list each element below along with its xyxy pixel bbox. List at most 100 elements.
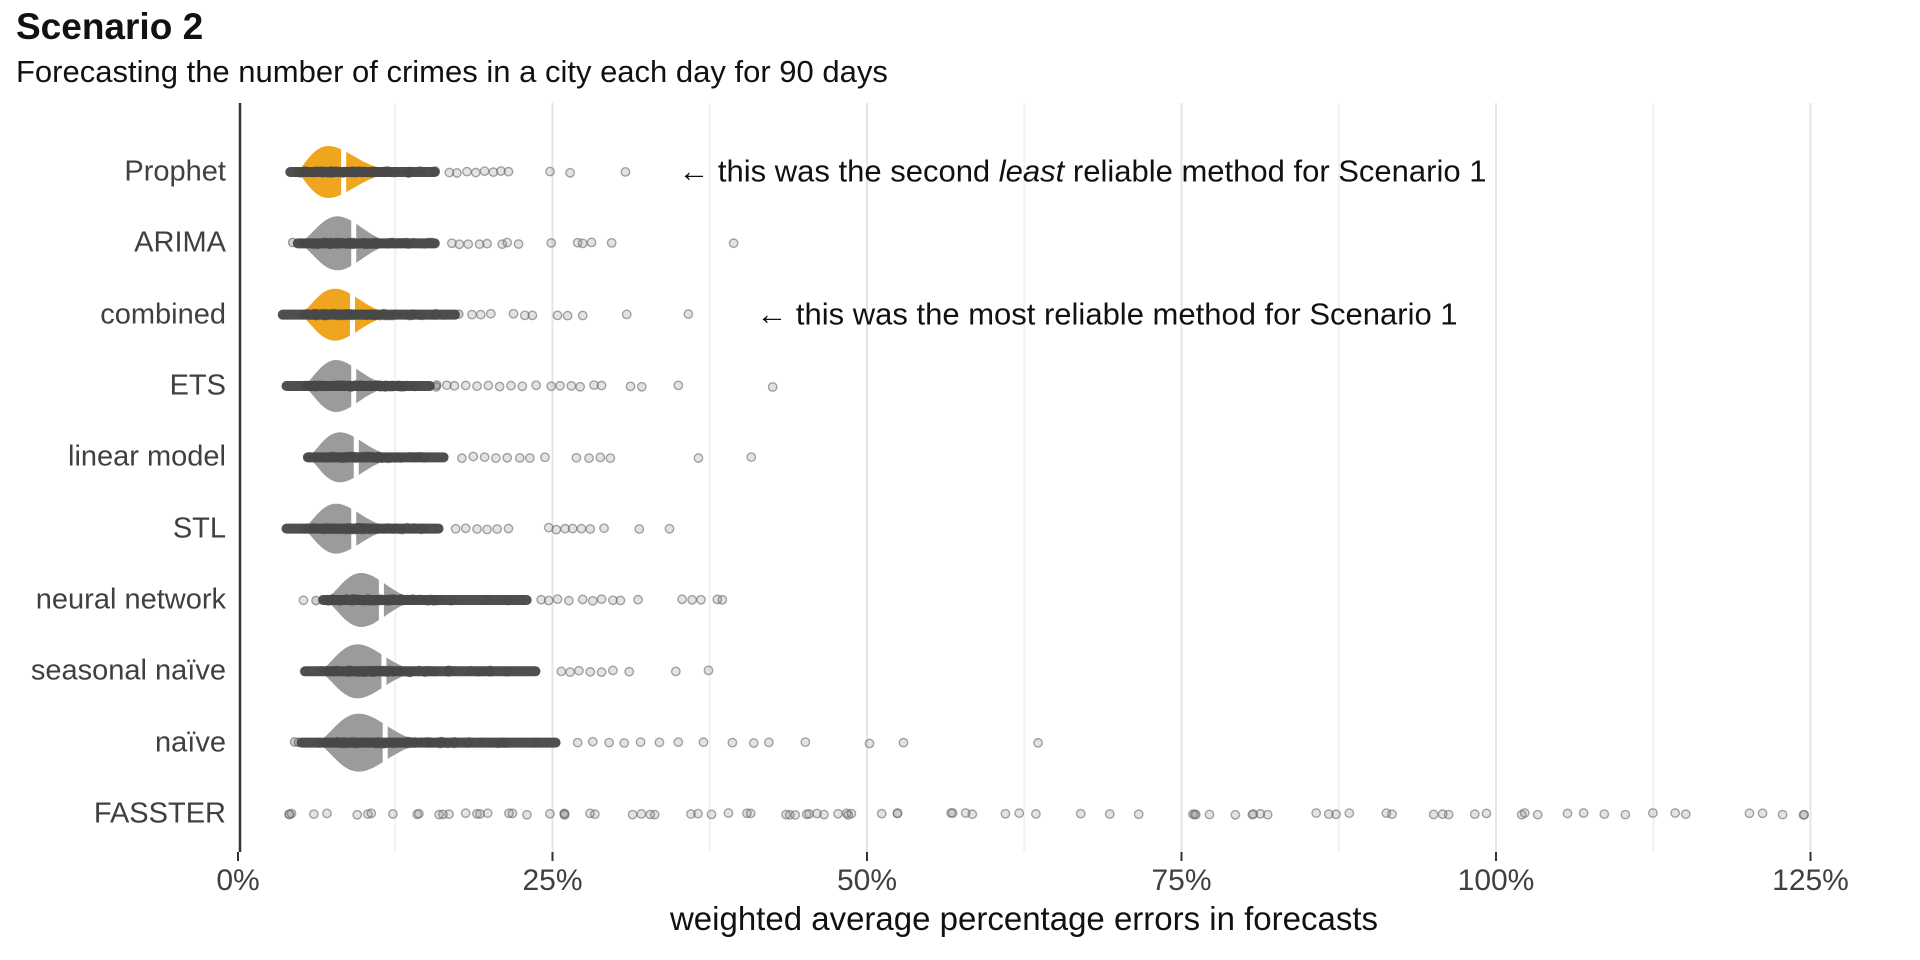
data-point (415, 451, 426, 462)
data-point (424, 737, 435, 748)
data-point (485, 666, 495, 677)
data-point (621, 309, 632, 320)
data-point (473, 666, 483, 677)
data-point (898, 737, 909, 748)
data-point (587, 736, 598, 747)
data-point (350, 738, 361, 749)
data-point (503, 595, 514, 606)
data-point (587, 595, 598, 606)
data-point (1799, 809, 1810, 820)
data-point (574, 665, 584, 676)
data-point (530, 737, 541, 748)
data-point (472, 381, 482, 392)
data-point (522, 809, 532, 820)
data-point (812, 808, 822, 819)
data-point (1133, 809, 1144, 820)
data-point (430, 310, 440, 321)
data-point (430, 166, 441, 176)
data-point (1344, 808, 1355, 819)
data-point (571, 452, 582, 463)
data-point (1481, 808, 1492, 819)
data-point (299, 238, 310, 249)
data-point (446, 595, 457, 606)
data-point (717, 594, 728, 605)
data-point (560, 523, 570, 534)
data-point (476, 737, 487, 748)
data-point (1532, 809, 1543, 820)
data-point (504, 808, 514, 819)
annotation-text: reliable method for Scenario 1 (1064, 153, 1487, 189)
data-point (465, 665, 476, 676)
data-point (596, 380, 607, 391)
data-point (492, 524, 503, 534)
data-point (677, 594, 687, 605)
data-point (502, 452, 513, 463)
data-point (645, 809, 656, 820)
data-point (432, 737, 443, 748)
data-point (696, 594, 706, 605)
data-point (451, 168, 462, 178)
data-point (545, 166, 555, 177)
data-point (330, 452, 341, 463)
data-point (388, 738, 399, 749)
data-point (595, 452, 606, 463)
data-point (462, 738, 472, 748)
data-point (1230, 809, 1241, 820)
data-point (562, 310, 573, 321)
data-point (605, 453, 616, 464)
data-point (362, 523, 372, 534)
data-point (395, 453, 405, 463)
data-point (434, 809, 444, 820)
data-point (1428, 809, 1439, 820)
data-point (1075, 808, 1086, 819)
data-point (364, 380, 375, 391)
data-point (556, 666, 567, 677)
data-point (723, 808, 734, 818)
data-point (378, 309, 389, 320)
data-point (479, 452, 490, 463)
data-point (673, 380, 684, 391)
data-point (767, 382, 778, 392)
x-tick-label-25%: 25% (522, 864, 583, 897)
data-point (596, 667, 607, 678)
data-point (287, 237, 298, 248)
data-point (599, 523, 609, 534)
data-point (490, 453, 501, 464)
annotation-italic-text: least (998, 153, 1065, 189)
data-point (555, 380, 565, 391)
data-point (727, 737, 738, 748)
data-point (311, 595, 321, 606)
data-point (790, 810, 801, 820)
data-point (346, 523, 356, 534)
data-point (508, 308, 519, 319)
y-axis-label-linear-model: linear model (68, 440, 226, 473)
data-point (513, 239, 524, 249)
data-point (1331, 809, 1341, 820)
data-point (1033, 737, 1043, 748)
data-point (577, 594, 588, 605)
data-point (460, 523, 471, 534)
data-point (693, 453, 704, 463)
data-point (365, 665, 376, 676)
data-point (546, 381, 557, 392)
data-point (347, 239, 358, 250)
data-point (1248, 809, 1259, 819)
data-point (748, 738, 759, 748)
annotation-text: ← this was the most reliable method for … (756, 295, 1458, 331)
data-point (406, 666, 416, 677)
data-point (664, 523, 675, 534)
data-point (960, 808, 971, 818)
data-point (527, 310, 538, 321)
x-tick-label-75%: 75% (1151, 864, 1212, 897)
data-point (563, 595, 574, 606)
data-point (393, 237, 404, 248)
data-point (341, 738, 352, 749)
y-axis-label-combined: combined (100, 298, 226, 331)
data-point (607, 665, 618, 676)
data-point (585, 524, 596, 534)
annotation-2: ← this was the most reliable method for … (756, 296, 1457, 332)
x-tick-label-100%: 100% (1457, 864, 1535, 897)
data-point (686, 809, 696, 819)
